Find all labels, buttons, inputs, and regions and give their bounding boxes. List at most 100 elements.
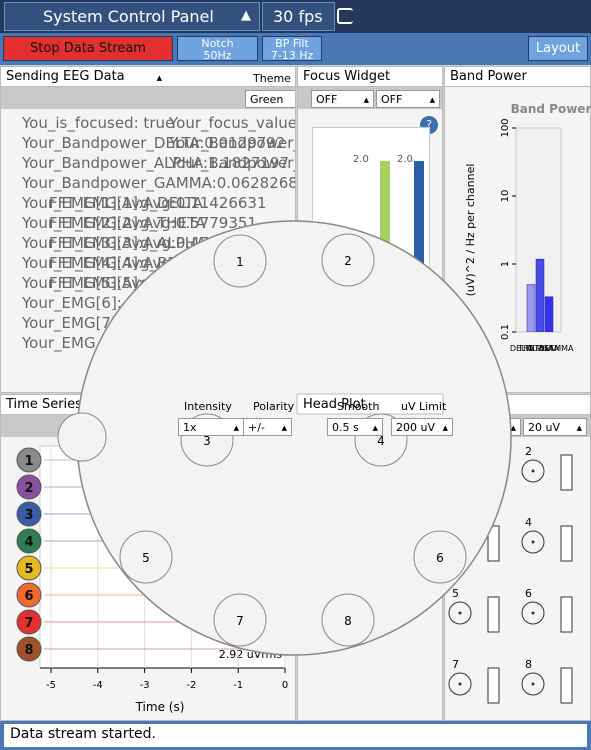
x-tick-label: -4	[93, 680, 103, 691]
theme-label: Theme	[253, 72, 291, 85]
control-label: uV Limit	[401, 400, 447, 413]
electrode-label: 1	[236, 255, 244, 269]
control-label: Intensity	[184, 400, 232, 413]
emg-circle	[521, 601, 545, 625]
channel-label: 7	[24, 616, 33, 631]
output-line: FFT_EMG[2]:Avg:0.5779351	[49, 214, 257, 232]
dropdown[interactable]: 20 uV	[523, 418, 587, 436]
x-tick-label: BETA	[539, 344, 560, 353]
emg-bar	[560, 596, 573, 633]
electrode	[321, 233, 375, 287]
status-text: Data stream started.	[4, 724, 587, 747]
system-panel-title: System Control Panel	[43, 7, 214, 26]
emg-bar	[560, 525, 573, 562]
y-tick-label: 100	[500, 118, 511, 137]
x-tick-label: -3	[140, 680, 150, 691]
label: 7-13 Hz	[270, 49, 314, 62]
channel-badge[interactable]	[16, 447, 42, 473]
channel-label: 4	[525, 516, 532, 529]
channel-badge[interactable]	[16, 528, 42, 554]
x-tick-label: THETA	[517, 344, 544, 353]
fps[interactable]: 30 fps	[262, 2, 335, 31]
electrode-label: 5	[142, 551, 150, 565]
output-line: FFT_EMG[1]:Avg:0.11426631	[49, 194, 267, 212]
output-line: Your_EMG[7]	[22, 314, 117, 332]
electrode-label: 7	[236, 614, 244, 628]
electrode-label: 2	[344, 254, 352, 268]
channel-label: 1	[24, 454, 33, 469]
bar	[544, 296, 554, 332]
dropdown[interactable]: +/-	[243, 418, 292, 436]
panel-header	[296, 393, 444, 415]
icon[interactable]	[337, 8, 353, 24]
bar	[535, 258, 545, 332]
output-line: Your_Bandpower_ALPHA:1.1827197	[22, 154, 290, 172]
channel-badge[interactable]	[16, 582, 42, 608]
bp-button[interactable]: BP Filt 7-13 Hz	[262, 36, 322, 62]
head-plot-title: Head Plot	[303, 397, 366, 412]
emg-dot	[531, 469, 535, 473]
emg-dot	[531, 540, 535, 544]
dropdown[interactable]: 1x	[178, 418, 244, 436]
channel-label: 7	[452, 658, 459, 671]
chart-title: Band Power	[511, 102, 591, 116]
dropdown[interactable]: 200 uV	[391, 418, 453, 436]
electrode-label: 8	[344, 614, 352, 628]
layout-button[interactable]: Layout	[528, 36, 588, 61]
emg-circle	[448, 672, 472, 696]
arrow: ▲	[241, 8, 251, 23]
channel-label: 5	[24, 562, 33, 577]
channel-label: 2	[525, 445, 532, 458]
channel-label: 2	[24, 481, 33, 496]
output-line: Your_focus_value	[169, 114, 296, 132]
mode-dropdown[interactable]: Sending EEG Data	[6, 69, 166, 85]
x-tick-label: -1	[233, 680, 243, 691]
output-line: Your_Bandpower_DELTA:0.0129792	[22, 134, 286, 152]
x-tick-label: GAMMA	[543, 344, 574, 353]
dropdown[interactable]: OFF	[311, 90, 374, 108]
panel-header: Focus Widget	[298, 67, 442, 87]
channel-badge[interactable]	[16, 555, 42, 581]
dropdown[interactable]: OFF	[376, 90, 440, 108]
channel-badge[interactable]	[16, 501, 42, 527]
electrode-label: 6	[436, 551, 444, 565]
theme-dropdown[interactable]: Green	[245, 90, 295, 108]
channel-badge[interactable]	[16, 474, 42, 500]
output-line: Your_Bandpower_THETA:0.5107937	[169, 134, 296, 152]
electrode	[119, 530, 173, 584]
notch-button[interactable]: Notch 50Hz	[177, 36, 258, 62]
emg-bar	[560, 667, 573, 704]
label: Notch	[201, 37, 234, 50]
emg-circle	[521, 459, 545, 483]
x-tick-label: 0	[282, 680, 288, 691]
channel-badge[interactable]	[16, 609, 42, 635]
output-line: Your_Bandpower_GAMMA:0.0628268	[22, 174, 296, 192]
emg-dot	[531, 682, 535, 686]
channel-label: 4	[24, 535, 33, 550]
head-outline	[76, 220, 512, 656]
electrode	[413, 530, 467, 584]
output-line: Your_EMG[2]:Avg_THETA	[22, 214, 206, 232]
output-line: You_is_focused: true	[22, 114, 175, 132]
emg-circle	[521, 530, 545, 554]
output-line: Your_EMG	[22, 334, 96, 352]
electrode-label: 3	[203, 434, 211, 448]
output-line: Your_EMG[1]:Avg_DELTA	[22, 194, 203, 212]
stop-button[interactable]: Stop Data Stream	[3, 36, 173, 61]
y-tick-label: 1	[500, 261, 511, 267]
output-line: Your_EMG[6]:	[22, 294, 122, 312]
emg-bar	[487, 525, 500, 562]
dropdown[interactable]: 0.5 s	[327, 418, 383, 436]
emg-circle	[448, 601, 472, 625]
output-line: Your_Bandpower_BETA:0.3327197	[169, 154, 295, 172]
control-label: Polarity	[253, 400, 295, 413]
channel-badge[interactable]	[16, 636, 42, 662]
bars	[526, 258, 554, 332]
ear	[57, 412, 107, 462]
system-panel-tab[interactable]: System Control Panel ▲	[4, 2, 260, 31]
bar	[526, 284, 536, 332]
emg-bar	[487, 596, 500, 633]
toolbar-row	[1, 87, 295, 109]
emg-dot	[458, 682, 462, 686]
